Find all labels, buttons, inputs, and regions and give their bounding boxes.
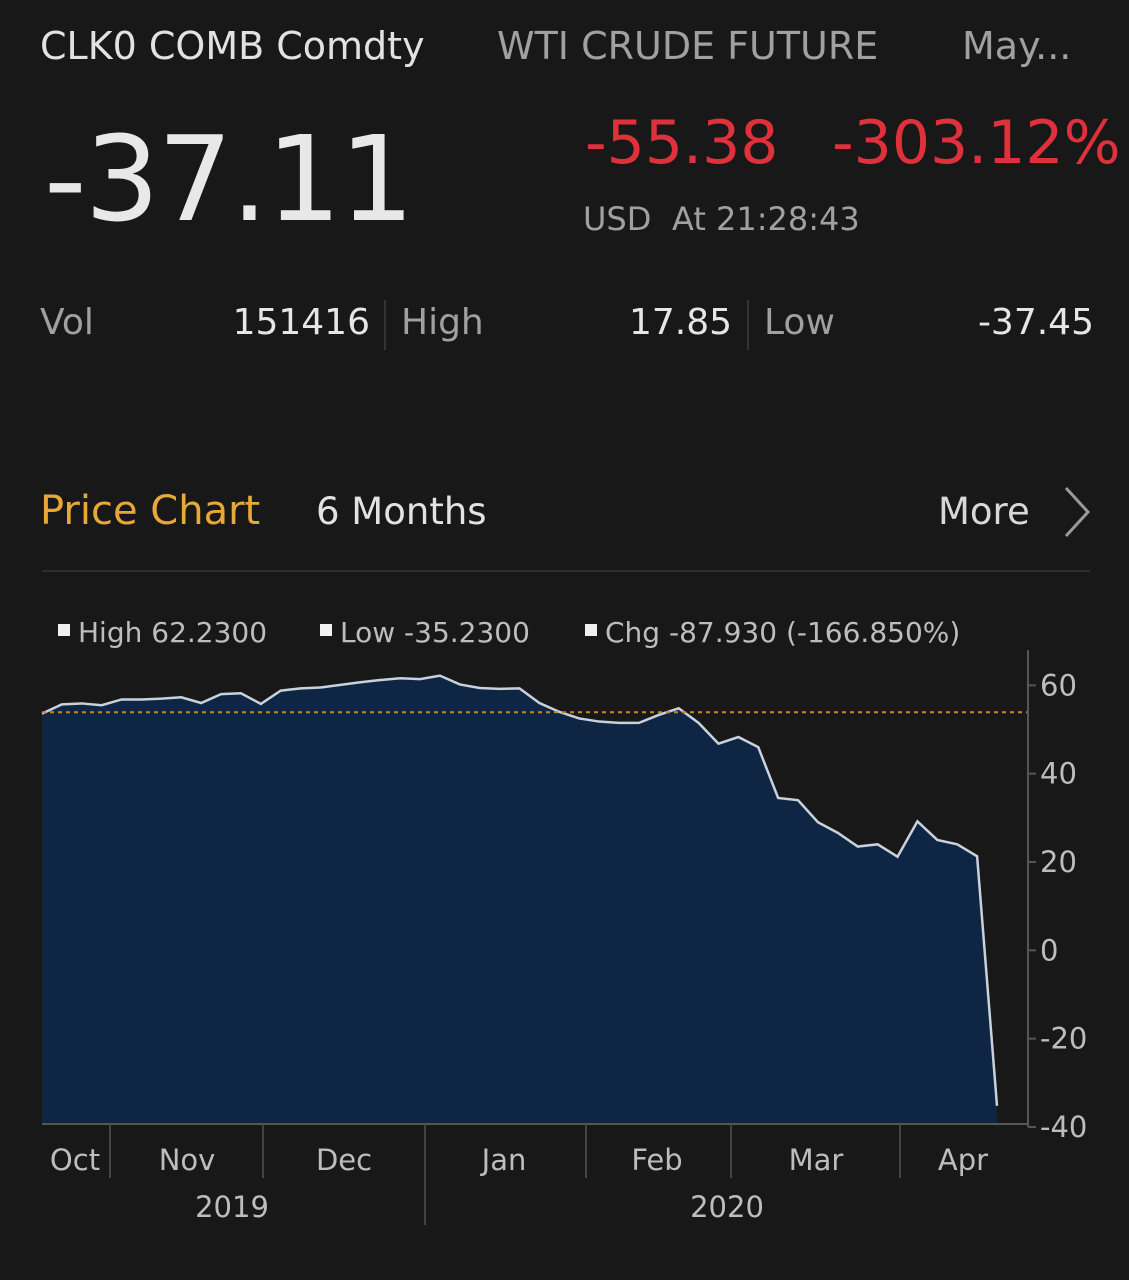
- last-price: -37.11: [44, 110, 414, 248]
- x-tick-label: Apr: [938, 1143, 988, 1177]
- percent-change: -303.12%: [832, 108, 1121, 178]
- more-link[interactable]: More: [938, 490, 1030, 533]
- chevron-icon[interactable]: [1058, 484, 1098, 540]
- legend-label: Low -35.2300: [340, 616, 530, 649]
- x-tick-label: Nov: [159, 1143, 216, 1177]
- quote-time: At 21:28:43: [672, 200, 860, 238]
- y-tick-label: 0: [1040, 933, 1058, 967]
- y-tick-label: 20: [1040, 845, 1077, 879]
- legend-label: Chg -87.930 (-166.850%): [605, 616, 960, 649]
- security-name: WTI CRUDE FUTURE: [497, 24, 879, 68]
- y-tick-label: -20: [1040, 1022, 1087, 1056]
- stat-value: -37.45: [977, 302, 1094, 343]
- price-line: [41, 674, 999, 1106]
- separator: [747, 300, 749, 350]
- legend-swatch: [320, 624, 332, 636]
- stat-label: Vol: [40, 302, 94, 343]
- divider: [42, 570, 1090, 572]
- y-tick-label: 40: [1040, 757, 1077, 791]
- separator: [384, 300, 386, 350]
- price-chart: High 62.2300 Low -35.2300 Chg -87.930 (-16…: [41, 616, 1087, 1225]
- x-tick-label: Mar: [789, 1143, 844, 1177]
- x-tick-label: Feb: [631, 1143, 682, 1177]
- ticker: CLK0 COMB Comdty: [40, 24, 425, 68]
- y-tick-label: 60: [1040, 668, 1077, 702]
- section-title: Price Chart: [40, 488, 261, 534]
- legend-swatch: [58, 624, 70, 636]
- stat-label: High: [401, 302, 484, 343]
- legend-label: High 62.2300: [78, 616, 267, 649]
- period-selector[interactable]: 6 Months: [316, 490, 487, 533]
- contract-month: May...: [962, 24, 1072, 68]
- x-tick-label: Jan: [480, 1143, 527, 1177]
- currency: USD: [583, 200, 652, 238]
- year-label: 2020: [690, 1190, 764, 1224]
- x-tick-label: Oct: [50, 1143, 100, 1177]
- x-tick-label: Dec: [316, 1143, 372, 1177]
- stat-value: 151416: [232, 302, 370, 343]
- year-label: 2019: [195, 1190, 269, 1224]
- y-tick-label: -40: [1040, 1110, 1087, 1144]
- net-change: -55.38: [585, 108, 779, 178]
- price-area: [42, 675, 997, 1124]
- legend-swatch: [585, 624, 597, 636]
- stat-value: 17.85: [628, 302, 732, 343]
- stat-label: Low: [764, 302, 835, 343]
